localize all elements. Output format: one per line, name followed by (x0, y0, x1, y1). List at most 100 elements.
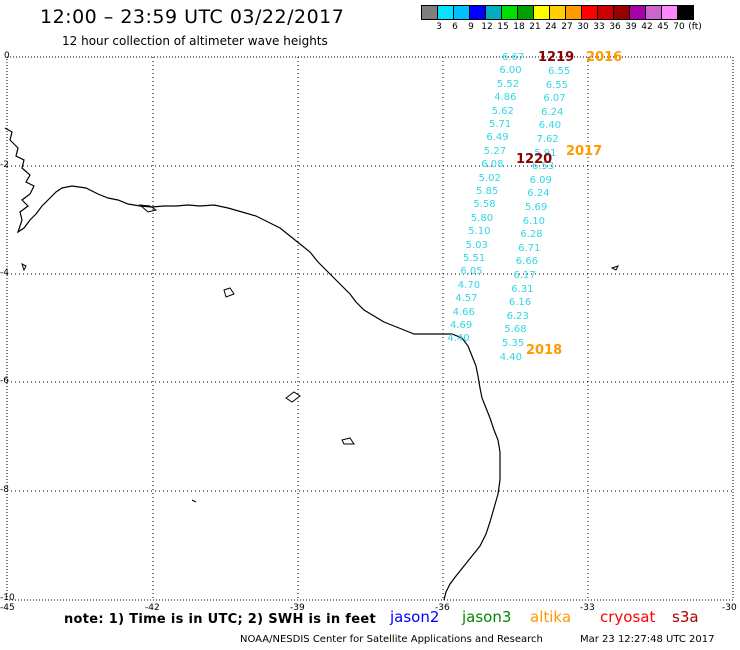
time-tag: 1220 (516, 152, 553, 167)
swh-value-right-track: 6.40 (538, 120, 562, 132)
legend-label: 15 (497, 22, 509, 32)
legend-label: 30 (577, 22, 589, 32)
swh-value-right-track: 6.55 (548, 66, 571, 77)
swh-value-right-track: 6.53 (531, 161, 555, 173)
legend-label: (ft) (688, 22, 702, 32)
swh-value-right-track: 6.16 (508, 297, 532, 309)
grid-lines (7, 57, 733, 600)
lat-label: -2 (0, 160, 9, 170)
legend-label: 33 (593, 22, 605, 32)
swh-value-left-track: 4.86 (494, 92, 517, 104)
map-frame (6, 56, 734, 601)
swh-value-left-track: 6.49 (486, 132, 509, 144)
pass-label: 2018 (526, 343, 563, 358)
swh-value-right-track: 5.35 (502, 338, 525, 349)
lon-label: -33 (580, 603, 595, 613)
brazil-coastline (4, 127, 501, 601)
island-1 (138, 204, 158, 213)
swh-value-left-track: 4.57 (455, 293, 478, 305)
legend-label: 24 (545, 22, 557, 32)
credit-footer: NOAA/NESDIS Center for Satellite Applica… (240, 634, 543, 645)
sat-altika: altika (530, 608, 572, 626)
swh-value-left-track: 5.27 (483, 145, 507, 157)
swh-value-right-track: 6.23 (506, 310, 529, 322)
sat-jason3: jason3 (462, 608, 512, 626)
legend-label: 21 (529, 22, 541, 32)
island-2 (223, 287, 235, 298)
swh-value-left-track: 6.00 (499, 65, 522, 77)
lon-label: -30 (722, 603, 737, 613)
legend-swatch (677, 5, 694, 20)
swh-value-right-track: 5.69 (525, 202, 548, 213)
legend-labels: 3 6 9 12 15 18 21 24 27 30 33 36 39 42 45 70 (ft) (421, 20, 702, 32)
lon-label: -39 (290, 603, 305, 613)
swh-value-left-track: 4.66 (452, 306, 475, 318)
swh-value-left-track: 6.67 (502, 52, 525, 63)
swh-value-left-track: 5.85 (476, 186, 499, 197)
time-tag: 1219 (538, 50, 575, 65)
pass-label: 2016 (586, 50, 623, 65)
swh-value-left-track: 4.69 (450, 320, 473, 331)
swh-value-right-track: 6.55 (545, 79, 568, 91)
island-5 (610, 265, 619, 271)
map-title: 12:00 – 23:59 UTC 03/22/2017 (40, 6, 345, 28)
island-3 (285, 391, 301, 403)
lon-label: -42 (145, 603, 160, 613)
footer-timestamp: Mar 23 12:27:48 UTC 2017 (580, 634, 715, 645)
sat-s3a: s3a (672, 608, 699, 626)
swh-value-right-track: 6.28 (520, 229, 543, 241)
island-4 (341, 437, 355, 445)
swh-value-left-track: 6.08 (481, 159, 504, 171)
units-note: note: 1) Time is in UTC; 2) SWH is in fe… (64, 612, 376, 627)
lat-label: 0 (4, 51, 10, 61)
swh-value-right-track: 6.17 (513, 270, 536, 281)
legend-label: 70 (673, 22, 685, 32)
legend-label: 9 (468, 22, 474, 32)
swh-value-left-track: 4.40 (447, 333, 470, 345)
lat-label: -4 (0, 268, 9, 278)
swh-value-right-track: 6.24 (541, 106, 564, 118)
map-subtitle: 12 hour collection of altimeter wave hei… (62, 34, 328, 48)
swh-value-left-track: 5.58 (473, 199, 496, 211)
island-6 (21, 263, 27, 272)
lat-label: -6 (0, 376, 9, 386)
swh-value-left-track: 5.03 (465, 239, 488, 251)
lon-label: -36 (435, 603, 450, 613)
island-7 (191, 499, 197, 503)
legend-label: 42 (641, 22, 653, 32)
swh-value-right-track: 6.09 (529, 174, 552, 186)
swh-value-left-track: 5.71 (489, 119, 512, 130)
legend-label: 18 (513, 22, 525, 32)
swh-value-right-track: 6.71 (518, 242, 541, 254)
swh-value-left-track: 5.10 (468, 226, 491, 238)
swh-value-right-track: 6.31 (511, 283, 534, 295)
swh-value-right-track: 5.91 (534, 147, 557, 159)
sat-jason2: jason2 (390, 608, 440, 626)
lat-label: -10 (0, 593, 15, 603)
swh-value-left-track: 5.80 (470, 212, 494, 224)
swh-value-left-track: 5.51 (463, 253, 486, 264)
swh-value-left-track: 5.62 (491, 105, 514, 117)
legend-label: 36 (609, 22, 621, 32)
legend-label: 45 (657, 22, 669, 32)
swh-value-right-track: 6.07 (543, 93, 566, 105)
swh-value-right-track: 4.40 (499, 351, 522, 363)
swh-value-right-track: 6.66 (515, 256, 539, 268)
legend-label: 3 (436, 22, 442, 32)
lat-label: -8 (0, 485, 9, 495)
swh-value-right-track: 5.68 (504, 324, 527, 336)
legend-label: 6 (452, 22, 458, 32)
swh-value-right-track: 6.24 (527, 188, 550, 200)
sat-cryosat: cryosat (600, 608, 656, 626)
lon-label: -45 (0, 603, 15, 613)
swh-value-right-track: 6.10 (522, 215, 545, 227)
swh-value-left-track: 6.05 (460, 266, 483, 278)
legend-label: 12 (481, 22, 493, 32)
color-legend: 3 6 9 12 15 18 21 24 27 30 33 36 39 42 45 70 (ft) (421, 5, 702, 32)
swh-value-left-track: 5.52 (496, 78, 520, 90)
swh-value-left-track: 4.70 (457, 279, 481, 291)
swh-value-right-track: 7.62 (536, 134, 559, 145)
swh-value-left-track: 5.02 (478, 172, 501, 184)
pass-label: 2017 (566, 144, 603, 159)
